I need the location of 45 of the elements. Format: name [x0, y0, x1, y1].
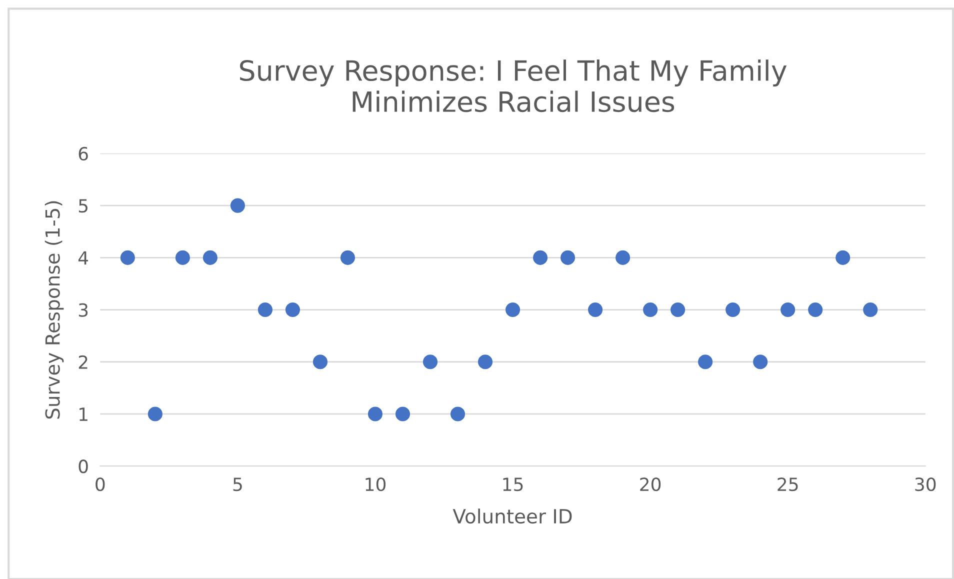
x-tick-label: 20 — [640, 478, 661, 492]
point — [753, 354, 768, 370]
y-tick-label: 5 — [78, 199, 88, 213]
point — [560, 250, 576, 265]
point — [202, 250, 218, 265]
x-tick-label: 15 — [503, 478, 523, 492]
point — [863, 302, 878, 318]
y-axis-title: Survey Response (1-5) — [44, 201, 64, 419]
point — [643, 302, 658, 318]
point — [312, 354, 328, 370]
y-tick-label: 2 — [78, 355, 88, 369]
y-tick-label: 0 — [78, 460, 88, 474]
point — [808, 302, 823, 318]
x-tick-label: 30 — [915, 478, 936, 492]
point — [258, 302, 272, 318]
point — [670, 302, 686, 318]
chart-title: Survey Response: I Feel That My Family Minimizes Racial Issues — [240, 60, 787, 112]
x-tick-label: 25 — [778, 478, 798, 492]
point — [285, 302, 300, 318]
point — [175, 250, 190, 265]
point — [422, 354, 438, 370]
point — [726, 302, 740, 318]
point — [478, 354, 493, 370]
point — [148, 406, 162, 422]
x-tick-label: 5 — [233, 478, 242, 492]
point — [533, 250, 548, 265]
point — [395, 406, 410, 422]
x-tick-label: 0 — [96, 478, 105, 492]
point — [368, 406, 383, 422]
point — [836, 250, 850, 265]
point — [505, 302, 520, 318]
point — [698, 354, 713, 370]
x-tick-label: 10 — [366, 478, 386, 492]
point — [340, 250, 356, 265]
y-tick-label: 6 — [78, 146, 88, 161]
x-axis-title: Volunteer ID — [452, 508, 572, 524]
y-tick-label: 3 — [78, 303, 88, 317]
point — [616, 250, 630, 265]
y-tick-label: 4 — [78, 251, 88, 265]
point — [450, 406, 466, 422]
point — [120, 250, 135, 265]
point — [780, 302, 796, 318]
point — [230, 198, 245, 213]
y-tick-label: 1 — [80, 408, 88, 421]
point — [588, 302, 603, 318]
